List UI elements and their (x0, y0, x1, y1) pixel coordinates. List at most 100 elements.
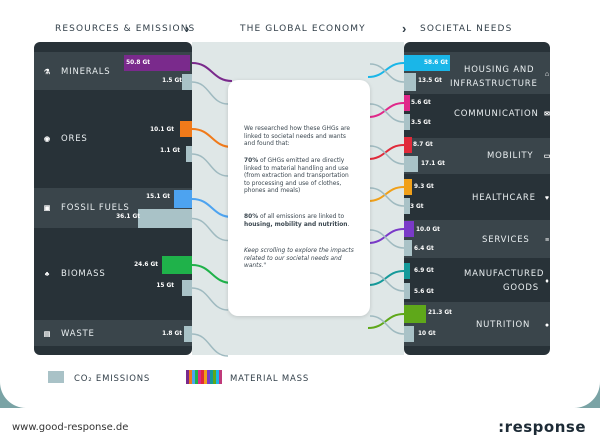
co2-bar-tree (182, 280, 192, 296)
communication-material-value: 5.6 Gt (411, 100, 431, 106)
band-nutrition (404, 302, 550, 346)
housing-material-value: 58.6 Gt (424, 60, 448, 66)
legend-material-stripe (192, 370, 195, 384)
healthcare-co2-value: 3 Gt (410, 204, 424, 210)
legend-material-stripe (216, 370, 219, 384)
house-icon: ⌂ (544, 70, 550, 78)
chevron-right-icon: › (185, 21, 190, 36)
need-label-healthcare: HEALTHCARE (472, 193, 536, 203)
material-bar-house (404, 55, 450, 71)
legend-co2-swatch (48, 371, 64, 383)
ores-co2-value: 1.1 Gt (160, 148, 180, 154)
flow-need-co2-6 (369, 315, 405, 335)
flow-co2-0 (191, 81, 229, 105)
flow-need-material-6 (367, 313, 405, 329)
biomass-material-value: 24.6 Gt (134, 262, 158, 268)
flow-need-material-4 (367, 228, 405, 244)
flow-material-1 (191, 128, 233, 148)
info-stat-70-value: 70% (244, 158, 259, 164)
fossil-co2-value: 36.1 Gt (116, 214, 140, 220)
fossil-material-value: 15.1 Gt (146, 194, 170, 200)
info-box: We researched how these GHGs are linked … (228, 80, 370, 316)
resource-label-biomass: BIOMASS (61, 269, 106, 279)
info-stat-80-end: . (347, 221, 350, 228)
resource-label-waste: WASTE (61, 329, 95, 339)
legend-material-swatch (186, 370, 222, 384)
material-bar-shirt (404, 263, 410, 279)
speech-bubble-icon: ✉ (544, 110, 550, 118)
legend-material-stripe (210, 370, 213, 384)
resource-label-ores: ORES (61, 134, 88, 144)
need-label-communication: COMMUNICATION (454, 109, 539, 119)
flow-need-co2-2 (369, 145, 405, 165)
header-needs: SOCIETAL NEEDS (420, 24, 513, 34)
legend-material-stripe (189, 370, 192, 384)
shirt-icon: ♦ (545, 277, 549, 285)
legend-material-stripe (195, 370, 198, 384)
material-bar-car (404, 137, 412, 153)
legend-material-stripe (213, 370, 216, 384)
footer-url[interactable]: www.good-response.de (12, 422, 129, 433)
car-icon: ▭ (543, 152, 551, 160)
info-stat-80-focus: housing, mobility and nutrition (244, 221, 348, 228)
info-intro: We researched how these GHGs are linked … (244, 126, 350, 148)
band-services (404, 220, 550, 258)
material-bar-oil-barrel (174, 190, 192, 208)
flow-co2-2 (191, 217, 229, 242)
resource-label-fossil-fuels: FOSSIL FUELS (61, 203, 130, 213)
flow-need-material-5 (367, 270, 405, 286)
co2-bar-flask (182, 74, 192, 90)
healthcare-material-value: 9.3 Gt (414, 184, 434, 190)
flow-need-co2-3 (369, 187, 405, 207)
nutrition-co2-value: 10 Gt (418, 331, 436, 337)
legend-material-stripe (198, 370, 201, 384)
services-material-value: 10.0 Gt (416, 227, 440, 233)
oil-barrel-icon: ▣ (43, 204, 51, 212)
co2-bar-heart (404, 198, 410, 214)
ores-material-value: 10.1 Gt (150, 127, 174, 133)
material-bar-heart (404, 179, 412, 195)
brand-logo: :response (498, 418, 586, 436)
flow-need-material-3 (367, 186, 405, 202)
co2-bar-car (404, 156, 418, 172)
flow-need-co2-5 (369, 272, 405, 292)
legend-material-stripe (186, 370, 189, 384)
minerals-co2-value: 1.5 Gt (162, 78, 182, 84)
legend-material-stripe (207, 370, 210, 384)
housing-co2-value: 13.5 Gt (418, 78, 442, 84)
flow-lines (191, 62, 405, 357)
need-label-housing-line1: HOUSING AND (464, 65, 535, 75)
legend-material-stripe (204, 370, 207, 384)
flow-need-co2-0 (369, 63, 405, 83)
band-waste (34, 320, 192, 346)
co2-bar-house (404, 73, 416, 91)
chevron-right-icon: › (402, 21, 407, 36)
communication-co2-value: 3.5 Gt (411, 120, 431, 126)
header-economy: THE GLOBAL ECONOMY (240, 24, 366, 34)
info-scroll-hint: Keep scrolling to explore the impacts re… (244, 248, 356, 271)
info-stat-80-value: 80% (244, 214, 259, 220)
flow-need-material-2 (367, 144, 405, 160)
heart-icon: ♥ (544, 194, 550, 202)
co2-bar-trash (184, 326, 192, 342)
co2-bar-speech-bubble (404, 114, 410, 130)
need-label-manufactured-line1: MANUFACTURED (464, 269, 545, 279)
flow-co2-1 (191, 153, 229, 177)
co2-bar-services (404, 240, 412, 256)
flow-need-material-1 (367, 102, 405, 118)
info-stat-70: 70% of GHGs emitted are directly linked … (244, 158, 356, 196)
co2-bar-apple (404, 326, 414, 342)
material-bar-ore (180, 121, 192, 137)
material-bar-apple (404, 305, 426, 323)
co2-bar-shirt (404, 283, 410, 299)
legend-material-stripe (219, 370, 222, 384)
ore-icon: ◉ (43, 135, 51, 143)
flow-need-co2-4 (369, 229, 405, 249)
material-bar-services (404, 221, 414, 237)
footer (0, 408, 600, 440)
minerals-material-value: 50.8 Gt (126, 60, 150, 66)
services-icon: ≡ (544, 236, 550, 244)
flask-icon: ⚗ (43, 68, 51, 76)
apple-icon: ● (544, 321, 550, 329)
